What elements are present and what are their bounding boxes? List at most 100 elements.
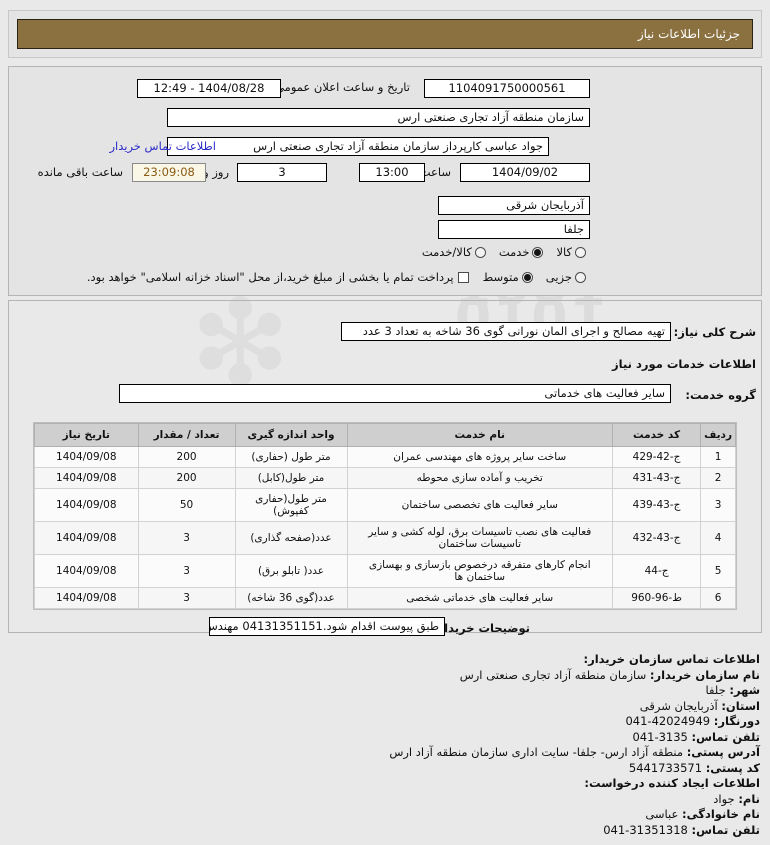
need-number-value: 1104091750000561 xyxy=(424,79,590,98)
creator-contact-title: اطلاعات ایجاد کننده درخواست: xyxy=(584,776,760,790)
cell-unit: عدد(صفحه گذاری) xyxy=(234,521,348,555)
contact-postal-row: کد پستی: 5441733571 xyxy=(18,761,760,777)
cell-row: 5 xyxy=(700,554,736,588)
th-name: نام خدمت xyxy=(346,423,613,447)
process-option-jozi[interactable]: جزیی xyxy=(546,270,589,284)
cell-qty: 200 xyxy=(137,446,236,468)
city-value: جلفا xyxy=(438,220,590,239)
header-panel: جزئیات اطلاعات نیاز xyxy=(8,10,762,58)
radio-kala-khedmat[interactable] xyxy=(474,246,486,258)
cell-row: 2 xyxy=(700,467,736,489)
category-radio-group: کالا خدمت کالا/خدمت xyxy=(417,245,594,259)
treasury-checkbox-wrap[interactable]: پرداخت تمام یا بخشی از مبلغ خرید،از محل … xyxy=(87,270,473,284)
services-table: ردیف کد خدمت نام خدمت واحد اندازه گیری ت… xyxy=(34,423,736,609)
cell-qty: 3 xyxy=(137,521,236,555)
remaining-days-value: 3 xyxy=(237,163,327,182)
cell-code: ط-96-960 xyxy=(611,587,702,609)
cell-date: 1404/09/08 xyxy=(34,587,139,609)
cell-code: ج-44 xyxy=(611,554,702,588)
creator-phone-row: تلفن تماس: 31351318-041 xyxy=(18,823,760,839)
org-name-label: نام سازمان خریدار: xyxy=(649,667,760,682)
contact-address-value: منطقه آزاد ارس- جلفا- سایت اداری سازمان … xyxy=(389,745,684,759)
cell-name: ساخت سایر پروژه های مهندسی عمران xyxy=(346,446,613,468)
cell-date: 1404/09/08 xyxy=(34,488,139,522)
cell-qty: 200 xyxy=(137,467,236,489)
cell-name: سایر فعالیت های تخصصی ساختمان xyxy=(346,488,613,522)
cell-name: فعالیت های نصب تاسیسات برق، لوله کشی و س… xyxy=(346,521,613,555)
category-option-khedmat[interactable]: خدمت xyxy=(499,245,547,259)
contact-city-label: شهر: xyxy=(729,683,760,697)
cell-unit: متر طول(حفاری کفپوش) xyxy=(234,488,348,522)
public-announce-value: 1404/08/28 - 12:49 xyxy=(137,79,281,98)
process-option-jozi-label: جزیی xyxy=(545,270,572,284)
table-row: 2 ج-43-431 تخریب و آماده سازی محوطه متر … xyxy=(34,467,736,489)
deadline-time-value: 13:00 xyxy=(359,163,425,182)
buyer-notes-label: توضیحات خریدار: xyxy=(432,621,530,635)
org-contact-title: اطلاعات تماس سازمان خریدار: xyxy=(583,652,760,666)
contact-phone-label: تلفن تماس: xyxy=(691,729,760,744)
cell-unit: عدد(گوی 36 شاخه) xyxy=(234,587,348,609)
hour-label: ساعت xyxy=(419,165,451,179)
table-header-row: ردیف کد خدمت نام خدمت واحد اندازه گیری ت… xyxy=(34,423,736,447)
cell-code: ج-43-439 xyxy=(611,488,702,522)
cell-date: 1404/09/08 xyxy=(34,554,139,588)
radio-khedmat[interactable] xyxy=(532,246,544,258)
contact-fax-value: 42024949-041 xyxy=(625,714,711,728)
contact-province-row: استان: آذربایجان شرقی xyxy=(18,699,760,715)
treasury-checkbox[interactable] xyxy=(457,271,469,283)
contact-postal-label: کد پستی: xyxy=(705,760,760,775)
radio-jozi[interactable] xyxy=(575,271,586,283)
cell-unit: متر طول(کابل) xyxy=(234,467,348,489)
cell-qty: 3 xyxy=(137,554,236,588)
contact-postal-value: 5441733571 xyxy=(628,760,703,775)
th-qty: تعداد / مقدار xyxy=(137,423,236,447)
cell-row: 4 xyxy=(700,521,736,555)
th-row: ردیف xyxy=(700,423,736,447)
table-row: 5 ج-44 انجام کارهای متفرقه درخصوص بازساز… xyxy=(34,554,736,588)
contact-province-value: آذربایجان شرقی xyxy=(639,698,718,713)
th-unit: واحد اندازه گیری xyxy=(234,423,348,447)
contact-city-value: جلفا xyxy=(705,683,726,697)
contact-city-row: شهر: جلفا xyxy=(18,683,760,699)
category-option-kala-khedmat[interactable]: کالا/خدمت xyxy=(422,245,489,259)
countdown-timer: 23:09:08 xyxy=(132,163,206,182)
need-desc-label: شرح کلی نیاز: xyxy=(673,325,756,339)
creator-first-name-value: جواد xyxy=(713,791,735,806)
creator-first-name-label: نام: xyxy=(738,791,760,806)
process-option-motevaset-label: متوسط xyxy=(482,270,519,284)
cell-name: سایر فعالیت های خدماتی شخصی xyxy=(346,587,613,609)
deadline-date-value: 1404/09/02 xyxy=(460,163,590,182)
creator-phone-label: تلفن تماس: xyxy=(691,822,760,837)
cell-date: 1404/09/08 xyxy=(34,446,139,468)
cell-name: تخریب و آماده سازی محوطه xyxy=(346,467,613,489)
cell-qty: 3 xyxy=(137,587,236,609)
service-group-value: سایر فعالیت های خدماتی xyxy=(119,384,671,403)
creator-first-name-row: نام: جواد xyxy=(18,792,760,808)
org-name-value: سازمان منطقه آزاد تجاری صنعتی ارس xyxy=(459,667,647,682)
cell-date: 1404/09/08 xyxy=(34,521,139,555)
creator-value: جواد عباسی کارپرداز سازمان منطقه آزاد تج… xyxy=(167,137,549,156)
cell-qty: 50 xyxy=(137,488,236,522)
cell-unit: متر طول (حفاری) xyxy=(234,446,348,468)
category-option-kala[interactable]: کالا xyxy=(556,245,589,259)
table-row: 6 ط-96-960 سایر فعالیت های خدماتی شخصی ع… xyxy=(34,587,736,609)
cell-row: 1 xyxy=(700,446,736,468)
contact-phone-row: تلفن تماس: 3135-041 xyxy=(18,730,760,746)
contact-address-row: آدرس پستی: منطقه آزاد ارس- جلفا- سایت اد… xyxy=(18,745,760,761)
buyer-contact-link[interactable]: اطلاعات تماس خریدار xyxy=(109,139,216,153)
process-option-motevaset[interactable]: متوسط xyxy=(483,270,536,284)
treasury-checkbox-label: پرداخت تمام یا بخشی از مبلغ خرید،از محل … xyxy=(86,270,454,284)
cell-code: ج-43-432 xyxy=(611,521,702,555)
category-option-khedmat-label: خدمت xyxy=(498,245,530,259)
buyer-notes-value: طبق پیوست اقدام شود.04131351151 مهندس زا… xyxy=(209,617,445,636)
table-row: 4 ج-43-432 فعالیت های نصب تاسیسات برق، ل… xyxy=(34,521,736,555)
th-date: تاریخ نیاز xyxy=(34,423,139,447)
radio-motevaset[interactable] xyxy=(521,271,533,283)
need-desc-value: تهیه مصالح و اجرای المان نورانی گوی 36 ش… xyxy=(341,322,671,341)
radio-kala[interactable] xyxy=(575,246,586,258)
contact-block: اطلاعات تماس سازمان خریدار: نام سازمان خ… xyxy=(18,652,760,838)
cell-row: 3 xyxy=(700,488,736,522)
cell-date: 1404/09/08 xyxy=(34,467,139,489)
cell-code: ج-42-429 xyxy=(611,446,702,468)
page-title: جزئیات اطلاعات نیاز xyxy=(17,19,753,49)
